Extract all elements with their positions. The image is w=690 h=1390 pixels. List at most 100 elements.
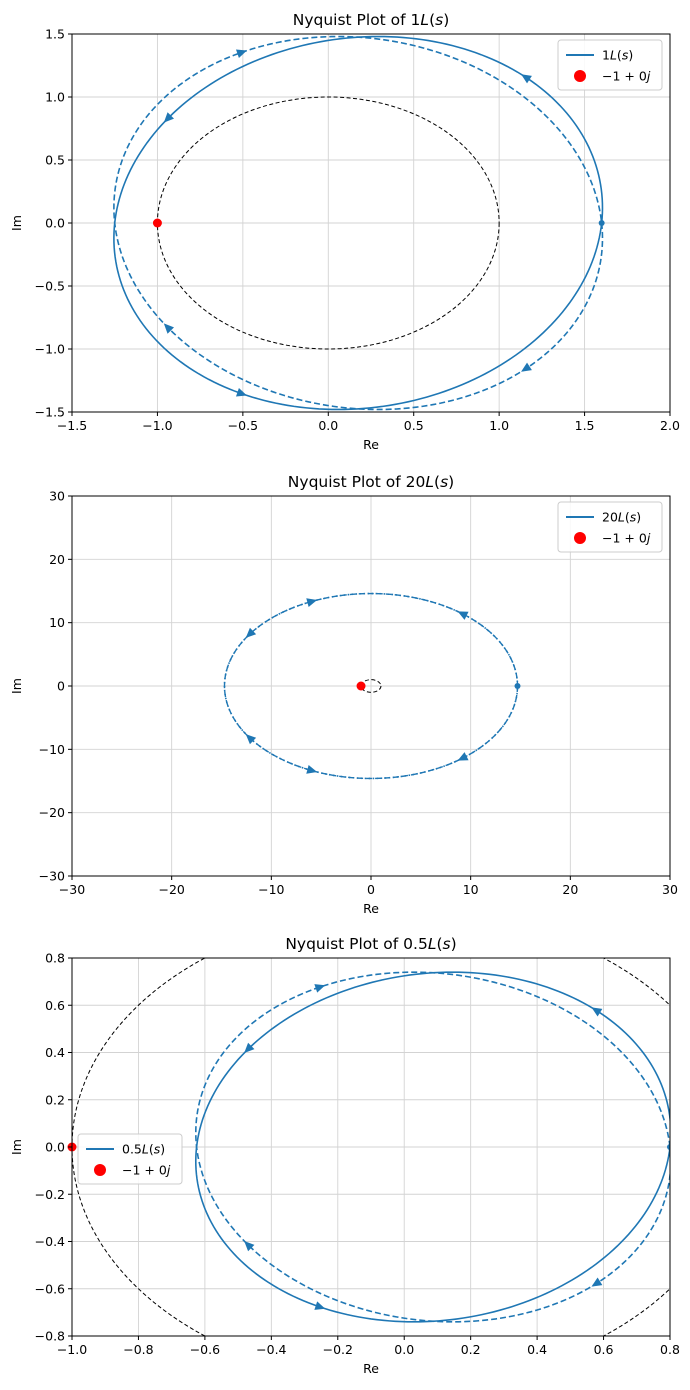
y-axis-label: Im <box>9 1139 24 1155</box>
plot-area <box>113 35 605 411</box>
x-tick-label: −0.8 <box>123 1342 153 1357</box>
nyquist-curve-negative <box>194 971 670 1323</box>
legend-series-label: 1L(s) <box>602 48 633 63</box>
y-tick-label: 1.5 <box>45 27 65 42</box>
direction-arrow <box>306 598 318 607</box>
chart-title: Nyquist Plot of 1L(s) <box>293 11 450 29</box>
x-tick-label: 20 <box>562 882 578 897</box>
x-tick-label: −10 <box>258 882 284 897</box>
x-tick-label: −30 <box>59 882 85 897</box>
y-axis-label: Im <box>9 678 24 694</box>
legend-series-label: 20L(s) <box>602 510 641 525</box>
legend-point-label: −1 + 0j <box>602 531 651 546</box>
y-tick-label: 10 <box>49 615 65 630</box>
y-tick-label: −0.2 <box>35 1187 65 1202</box>
direction-arrow <box>457 752 469 761</box>
y-tick-label: 0.8 <box>45 951 65 966</box>
chart-panel-3: −1.0 −0.8 −0.6 −0.4 −0.2 0.0 0.2 0.4 0.6 0.8−0.8−… <box>9 935 680 1376</box>
unit-circle <box>360 679 382 693</box>
x-tick-label: 0.6 <box>594 1342 614 1357</box>
x-tick-label: 0.0 <box>394 1342 414 1357</box>
y-tick-label: −0.8 <box>35 1329 65 1344</box>
x-tick-label: −1.0 <box>142 418 172 433</box>
x-axis-label: Re <box>363 1361 379 1376</box>
x-tick-label: −0.4 <box>256 1342 286 1357</box>
direction-arrow <box>306 765 318 774</box>
chart-title: Nyquist Plot of 0.5L(s) <box>285 935 456 953</box>
x-tick-label: −1.5 <box>57 418 87 433</box>
direction-arrow <box>244 1240 255 1252</box>
plot-area <box>72 958 670 1336</box>
direction-arrow <box>163 112 175 123</box>
x-tick-label: −0.5 <box>228 418 258 433</box>
curve-start-point <box>514 683 521 689</box>
y-tick-label: −30 <box>39 869 65 884</box>
legend: 1L(s) −1 + 0j <box>557 39 663 91</box>
x-tick-label: 0.2 <box>461 1342 481 1357</box>
direction-arrow <box>591 1277 603 1287</box>
x-tick-label: 30 <box>662 882 678 897</box>
direction-arrow <box>591 1007 603 1017</box>
legend: 0.5L(s) −1 + 0j <box>77 1133 183 1185</box>
direction-arrow <box>163 323 175 334</box>
chart-panel-1: −1.5 −1.0 −0.5 0.0 0.5 1.0 1.5 2.0 −1.5 −1.0 −0.5 0… <box>9 11 680 452</box>
x-tick-label: 0.4 <box>527 1342 547 1357</box>
x-axis-label: Re <box>363 437 379 452</box>
y-tick-label: 0 <box>57 679 65 694</box>
curve-start-point <box>667 1144 670 1150</box>
x-tick-label: 1.0 <box>489 418 509 433</box>
y-tick-label: 0.2 <box>45 1092 65 1107</box>
x-axis-label: Re <box>363 901 379 916</box>
direction-arrow <box>314 1301 326 1310</box>
y-tick-label: 0.0 <box>45 1140 65 1155</box>
direction-arrow <box>314 984 326 993</box>
direction-arrow <box>244 1042 255 1054</box>
y-tick-label: −0.5 <box>35 279 65 294</box>
legend-point-swatch <box>574 532 586 544</box>
y-tick-label: −0.4 <box>35 1234 65 1249</box>
x-tick-label: −1.0 <box>57 1342 87 1357</box>
legend-point-label: −1 + 0j <box>122 1163 171 1178</box>
x-tick-label: 0 <box>367 882 375 897</box>
legend: 20L(s) −1 + 0j <box>557 501 663 553</box>
x-tick-label: −0.2 <box>323 1342 353 1357</box>
direction-arrow <box>236 387 247 397</box>
curve-start-point <box>598 220 605 226</box>
nyquist-curve-negative <box>223 592 519 780</box>
legend-point-swatch <box>574 70 586 82</box>
y-tick-label: −10 <box>39 742 65 757</box>
direction-arrow <box>245 734 257 745</box>
y-tick-label: 0.5 <box>45 153 65 168</box>
chart-panel-2: −30 −20 −10 0 10 20 30 −30 −20 −10 0 10 20 30 Re Im Nyqu… <box>9 473 678 916</box>
y-tick-label: 1.0 <box>45 90 65 105</box>
y-tick-label: 0.4 <box>45 1045 65 1060</box>
legend-point-label: −1 + 0j <box>602 69 651 84</box>
x-tick-label: 0.5 <box>404 418 424 433</box>
y-tick-label: −0.6 <box>35 1281 65 1296</box>
y-tick-label: −20 <box>39 805 65 820</box>
x-tick-label: 1.5 <box>575 418 595 433</box>
critical-point <box>356 681 366 691</box>
y-tick-label: −1.0 <box>35 342 65 357</box>
nyquist-curve-negative <box>113 35 604 411</box>
x-tick-label: −0.6 <box>190 1342 220 1357</box>
x-tick-label: 0.0 <box>318 418 338 433</box>
x-tick-label: 10 <box>463 882 479 897</box>
legend-point-swatch <box>94 1164 106 1176</box>
x-tick-label: 0.8 <box>660 1342 680 1357</box>
direction-arrow <box>521 362 532 372</box>
direction-arrow <box>521 74 532 84</box>
y-tick-label: −1.5 <box>35 405 65 420</box>
direction-arrow <box>457 611 469 620</box>
y-tick-label: 30 <box>49 489 65 504</box>
x-tick-label: 2.0 <box>660 418 680 433</box>
chart-title: Nyquist Plot of 20L(s) <box>288 473 454 491</box>
y-tick-label: 0.6 <box>45 998 65 1013</box>
x-tick-label: −20 <box>158 882 184 897</box>
plot-area <box>223 592 521 780</box>
legend-series-label: 0.5L(s) <box>122 1142 165 1157</box>
direction-arrow <box>236 49 247 59</box>
y-tick-label: 0.0 <box>45 216 65 231</box>
critical-point <box>152 218 162 228</box>
